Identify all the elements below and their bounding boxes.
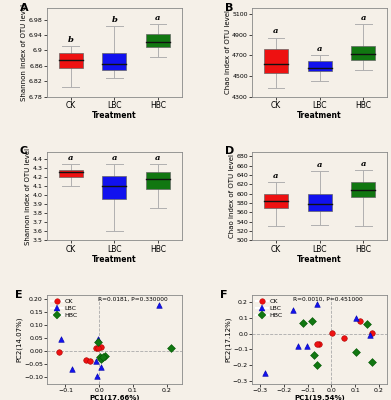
Legend: CK, LBC, HBC: CK, LBC, HBC <box>255 298 283 318</box>
X-axis label: PC1(19.54%): PC1(19.54%) <box>294 394 345 400</box>
Point <box>168 345 174 352</box>
Point <box>316 341 322 348</box>
Text: B: B <box>225 3 233 13</box>
Point <box>95 338 101 345</box>
Text: F: F <box>220 290 227 300</box>
Text: a: a <box>317 161 322 169</box>
Point <box>68 366 75 372</box>
Y-axis label: Shannon index of OTU level: Shannon index of OTU level <box>25 148 31 244</box>
Point <box>309 318 315 324</box>
X-axis label: PC1(17.66%): PC1(17.66%) <box>89 394 140 400</box>
Text: a: a <box>155 154 161 162</box>
Text: a: a <box>273 172 279 180</box>
Point <box>314 341 320 348</box>
Y-axis label: PC2(17.12%): PC2(17.12%) <box>225 317 231 362</box>
Y-axis label: Chao index of OTU level: Chao index of OTU level <box>225 10 231 94</box>
Point <box>314 362 320 368</box>
Point <box>314 300 320 307</box>
Point <box>304 343 310 349</box>
Point <box>102 353 108 359</box>
Point <box>95 336 101 342</box>
Bar <box>264 194 288 208</box>
Point <box>357 318 364 324</box>
Text: D: D <box>225 146 234 156</box>
X-axis label: Treatment: Treatment <box>92 255 137 264</box>
Point <box>352 314 359 321</box>
Text: R=0.0010, P=0.451000: R=0.0010, P=0.451000 <box>292 297 362 302</box>
Text: a: a <box>361 160 366 168</box>
Bar <box>351 182 375 198</box>
Point <box>98 363 104 370</box>
Point <box>295 343 301 349</box>
Text: R=0.0181, P=0.330000: R=0.0181, P=0.330000 <box>98 297 168 302</box>
Point <box>93 358 99 364</box>
Point <box>262 370 268 376</box>
Point <box>369 358 375 365</box>
Text: A: A <box>20 3 29 13</box>
Point <box>367 332 373 338</box>
Point <box>98 344 104 350</box>
Text: a: a <box>112 154 117 162</box>
Text: b: b <box>68 36 74 44</box>
Point <box>369 330 375 337</box>
Point <box>329 330 335 337</box>
Point <box>290 307 296 313</box>
Y-axis label: Shannon index of OTU level: Shannon index of OTU level <box>22 4 27 101</box>
Point <box>56 349 63 355</box>
Y-axis label: PC2(14.07%): PC2(14.07%) <box>16 317 23 362</box>
Bar <box>146 172 170 189</box>
Point <box>97 354 103 360</box>
Bar <box>59 170 83 177</box>
Bar <box>308 194 332 211</box>
Text: a: a <box>155 14 161 22</box>
Text: a: a <box>273 27 279 35</box>
Point <box>364 321 371 327</box>
X-axis label: Treatment: Treatment <box>297 111 342 120</box>
Point <box>300 320 306 326</box>
Y-axis label: Chao index of OTU level: Chao index of OTU level <box>229 154 235 238</box>
Bar <box>308 62 332 70</box>
Point <box>100 354 106 360</box>
Text: a: a <box>361 14 366 22</box>
Point <box>93 372 100 379</box>
Bar <box>351 46 375 60</box>
Bar <box>59 53 83 68</box>
Text: E: E <box>14 290 22 300</box>
Point <box>83 357 90 363</box>
X-axis label: Treatment: Treatment <box>92 111 137 120</box>
Point <box>95 345 101 352</box>
Text: b: b <box>111 16 117 24</box>
Point <box>93 345 99 352</box>
Point <box>341 335 347 341</box>
Legend: CK, LBC, HBC: CK, LBC, HBC <box>50 298 78 318</box>
Point <box>87 358 93 364</box>
X-axis label: Treatment: Treatment <box>297 255 342 264</box>
Bar <box>264 49 288 73</box>
Point <box>352 349 359 356</box>
Bar <box>102 176 126 199</box>
Text: a: a <box>68 154 74 162</box>
Point <box>156 302 162 308</box>
Point <box>98 356 104 362</box>
Bar <box>102 53 126 70</box>
Point <box>311 352 317 359</box>
Point <box>58 336 65 342</box>
Bar <box>146 34 170 47</box>
Text: a: a <box>317 45 322 53</box>
Text: C: C <box>20 146 28 156</box>
